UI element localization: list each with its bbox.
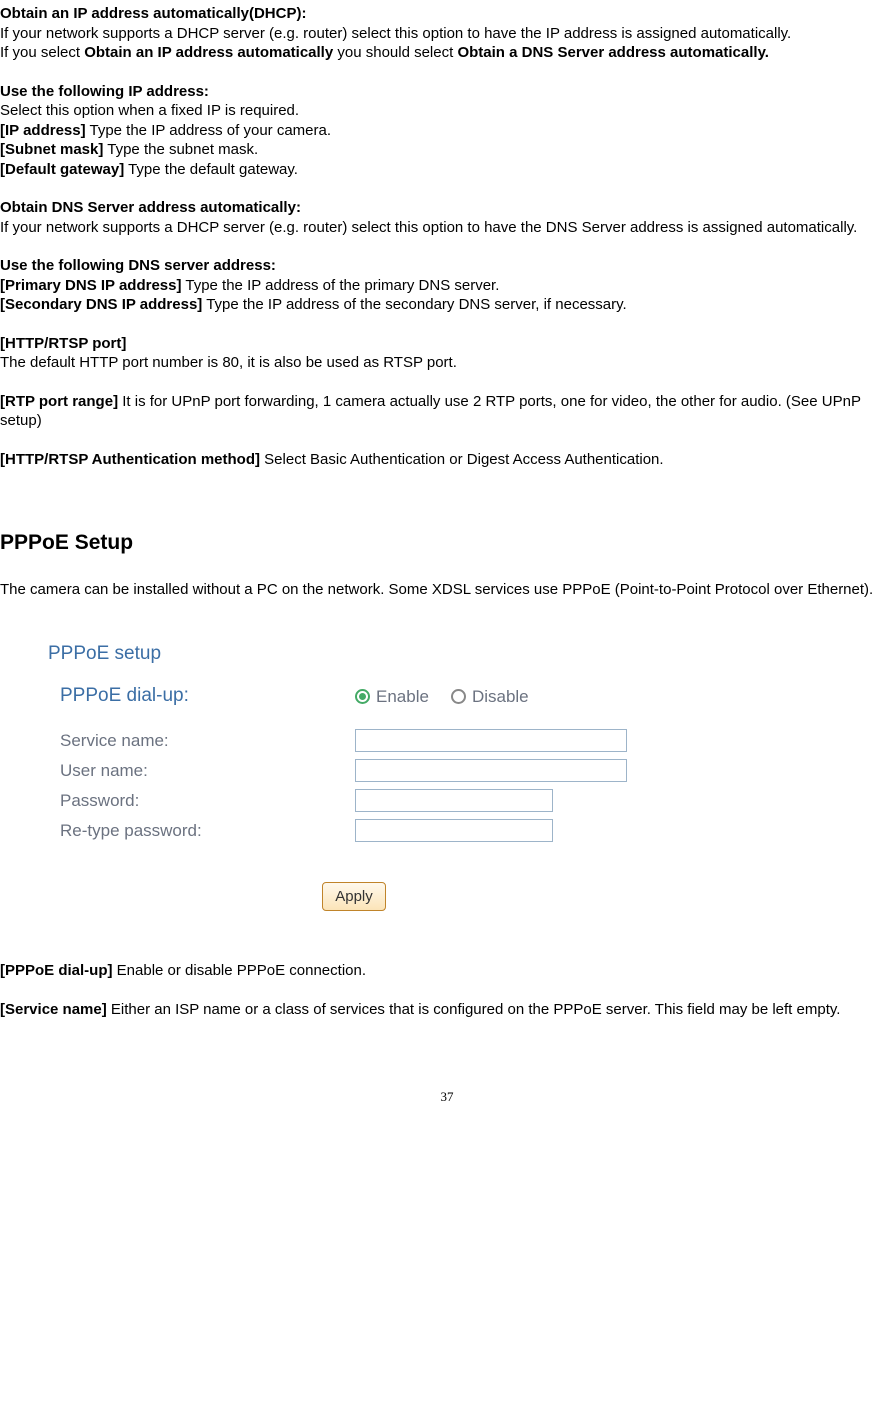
ip-line: [IP address] Type the IP address of your…	[0, 121, 894, 141]
text: [Primary DNS IP address]	[0, 277, 181, 294]
pppoe-dialup-desc: [PPPoE dial-up] Enable or disable PPPoE …	[0, 961, 894, 981]
text: It is for UPnP port forwarding, 1 camera…	[0, 393, 861, 430]
document-body: Obtain an IP address automatically(DHCP)…	[0, 4, 894, 1106]
subnet-line: [Subnet mask] Type the subnet mask.	[0, 140, 894, 160]
dns-auto-text: If your network supports a DHCP server (…	[0, 218, 894, 238]
dhcp-heading: Obtain an IP address automatically(DHCP)…	[0, 5, 306, 22]
primary-dns-line: [Primary DNS IP address] Type the IP add…	[0, 276, 894, 296]
password-input[interactable]	[355, 789, 553, 812]
text: Enable or disable PPPoE connection.	[113, 962, 367, 979]
retype-password-label: Re-type password:	[60, 820, 355, 842]
text: [Service name]	[0, 1001, 107, 1018]
text: [IP address]	[0, 122, 86, 139]
text: Type the default gateway.	[124, 161, 298, 178]
apply-button[interactable]: Apply	[322, 882, 386, 911]
pppoe-setup-title: PPPoE Setup	[0, 529, 894, 556]
text: Select Basic Authentication or Digest Ac…	[260, 451, 664, 468]
http-port-heading: [HTTP/RTSP port]	[0, 335, 126, 352]
service-name-desc: [Service name] Either an ISP name or a c…	[0, 1000, 894, 1020]
text: Type the IP address of your camera.	[86, 122, 331, 139]
text: Either an ISP name or a class of service…	[107, 1001, 841, 1018]
text: [HTTP/RTSP Authentication method]	[0, 451, 260, 468]
dns-manual-heading: Use the following DNS server address:	[0, 257, 276, 274]
radio-disable[interactable]	[451, 689, 466, 704]
http-port-text: The default HTTP port number is 80, it i…	[0, 353, 894, 373]
pppoe-setup-panel: PPPoE setup PPPoE dial-up: Enable Disabl…	[28, 636, 728, 911]
user-name-label: User name:	[60, 760, 355, 782]
rtp-line: [RTP port range] It is for UPnP port for…	[0, 392, 894, 431]
text: you should select	[333, 44, 457, 61]
text: [RTP port range]	[0, 393, 118, 410]
user-name-input[interactable]	[355, 759, 627, 782]
radio-disable-label: Disable	[472, 686, 529, 708]
text: Obtain an IP address automatically	[84, 44, 333, 61]
password-label: Password:	[60, 790, 355, 812]
fixedip-heading: Use the following IP address:	[0, 83, 209, 100]
text: If you select	[0, 44, 84, 61]
text: [Default gateway]	[0, 161, 124, 178]
text: Obtain a DNS Server address automaticall…	[457, 44, 769, 61]
dhcp-line2: If you select Obtain an IP address autom…	[0, 43, 894, 63]
text: Type the subnet mask.	[103, 141, 258, 158]
dhcp-line1: If your network supports a DHCP server (…	[0, 24, 894, 44]
pppoe-dialup-label: PPPoE dial-up:	[60, 684, 355, 709]
service-name-input[interactable]	[355, 729, 627, 752]
service-name-label: Service name:	[60, 730, 355, 752]
secondary-dns-line: [Secondary DNS IP address] Type the IP a…	[0, 295, 894, 315]
pppoe-intro: The camera can be installed without a PC…	[0, 580, 894, 600]
text: Type the IP address of the secondary DNS…	[202, 296, 626, 313]
text: [PPPoE dial-up]	[0, 962, 113, 979]
fixedip-line1: Select this option when a fixed IP is re…	[0, 101, 894, 121]
text: Type the IP address of the primary DNS s…	[181, 277, 499, 294]
radio-enable[interactable]	[355, 689, 370, 704]
gateway-line: [Default gateway] Type the default gatew…	[0, 160, 894, 180]
text: [Subnet mask]	[0, 141, 103, 158]
pppoe-dialup-radio-group: Enable Disable	[355, 686, 545, 708]
radio-enable-label: Enable	[376, 686, 429, 708]
retype-password-input[interactable]	[355, 819, 553, 842]
text: [Secondary DNS IP address]	[0, 296, 202, 313]
auth-line: [HTTP/RTSP Authentication method] Select…	[0, 450, 894, 470]
dns-auto-heading: Obtain DNS Server address automatically:	[0, 199, 301, 216]
page-number: 37	[0, 1089, 894, 1106]
pppoe-box-title: PPPoE setup	[48, 636, 728, 667]
